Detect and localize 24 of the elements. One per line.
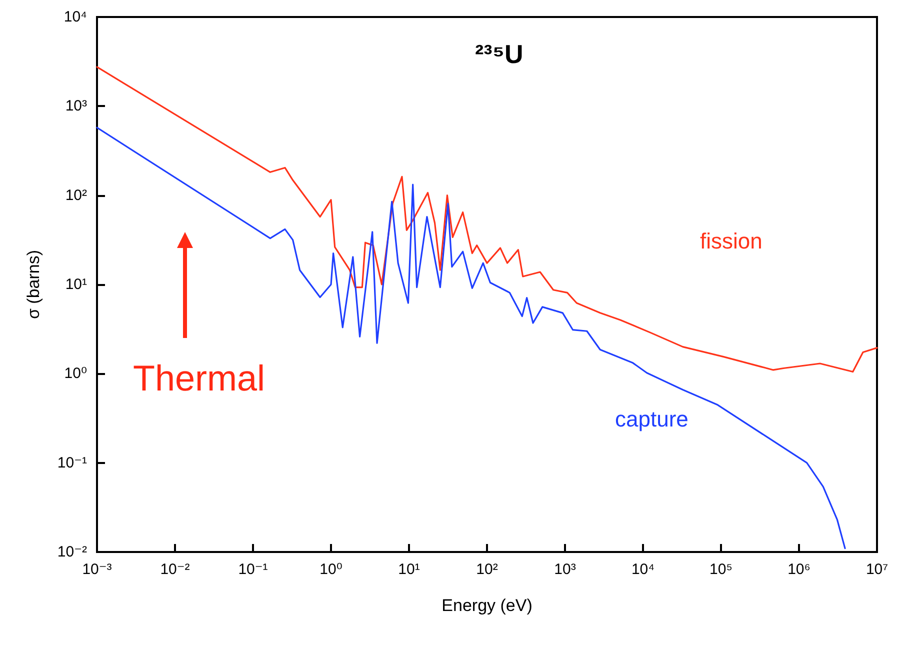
x-tick-label: 10² (476, 561, 498, 578)
x-tick-label: 10⁵ (710, 561, 732, 578)
x-tick-label: 10³ (554, 561, 576, 578)
x-tick-label: 10⁻¹ (238, 561, 268, 578)
x-tick-label: 10⁴ (631, 561, 655, 578)
x-tick-label: 10⁻² (160, 561, 190, 578)
y-tick-label: 10⁴ (64, 8, 87, 26)
y-tick-label: 10⁰ (64, 365, 87, 382)
y-axis-title: σ (barns) (24, 250, 43, 320)
x-tick-label: 10⁷ (866, 561, 888, 578)
x-axis-title: Energy (eV) (442, 596, 532, 615)
x-tick-label: 10⁶ (788, 561, 810, 578)
x-tick-label: 10⁰ (320, 561, 342, 578)
y-tick-label: 10³ (65, 98, 87, 115)
y-tick-label: 10⁻² (57, 544, 87, 560)
text: fission (700, 228, 762, 254)
series-label: capture (615, 406, 688, 432)
y-tick-label: 10¹ (65, 276, 87, 293)
text: ²³⁵U (475, 39, 524, 69)
x-tick-label: 10⁻³ (82, 561, 112, 578)
x-tick-label: 10¹ (398, 561, 420, 578)
y-tick-label: 10⁻¹ (57, 454, 87, 472)
y-tick-label: 10² (65, 186, 87, 204)
annotation: Thermal (133, 358, 266, 398)
